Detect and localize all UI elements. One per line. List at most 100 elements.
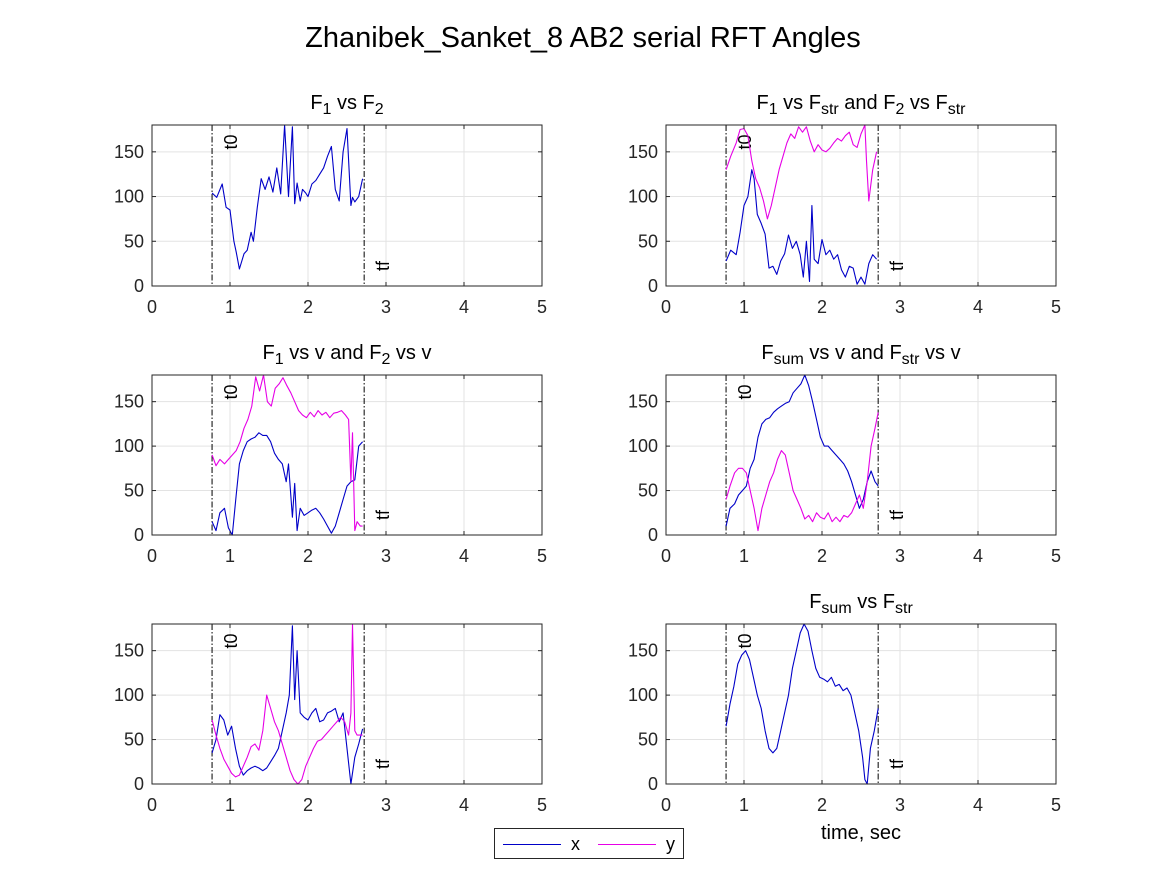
axes-box [151,124,543,287]
marker-label-t0: t0 [221,633,241,648]
x-tick-label: 3 [381,546,391,566]
x-tick-label: 1 [739,795,749,815]
y-tick-label: 150 [628,142,658,162]
x-tick-label: 4 [459,297,469,317]
subplot-title: F1 vs Fstr and F2 vs Fstr [757,92,967,118]
series-line-y [725,124,878,220]
marker-label-t0: t0 [221,384,241,399]
x-tick-label: 5 [1051,297,1061,317]
x-tick-label: 3 [895,795,905,815]
subplot-title: F1 vs F2 [310,92,383,118]
x-tick-label: 2 [303,297,313,317]
marker-label-t0: t0 [221,134,241,149]
axes-box [665,124,1057,287]
y-tick-label: 50 [124,481,144,501]
axes-box [665,623,1057,785]
y-tick-label: 100 [628,685,658,705]
x-tick-label: 4 [973,546,983,566]
x-tick-label: 3 [381,297,391,317]
legend-item-x: x [503,833,580,855]
y-tick-label: 150 [114,392,144,412]
series-line-x [211,124,364,270]
axes-box [665,374,1057,536]
y-tick-label: 100 [114,685,144,705]
y-tick-label: 0 [648,774,658,794]
x-axis-label: time, sec [821,822,901,844]
legend-label-y: y [666,833,675,854]
y-tick-label: 0 [648,525,658,545]
plot-area [152,125,542,286]
y-tick-label: 50 [124,231,144,251]
x-tick-label: 0 [147,297,157,317]
marker-label-tf: tf [887,758,907,769]
plot-area [666,375,1056,535]
x-tick-label: 4 [973,795,983,815]
series-line-y [211,623,363,785]
legend-swatch-y [598,843,656,845]
series-line-y [211,374,363,532]
y-tick-label: 150 [628,641,658,661]
x-tick-label: 1 [739,297,749,317]
x-tick-label: 1 [225,795,235,815]
x-tick-label: 5 [1051,546,1061,566]
x-tick-label: 0 [661,297,671,317]
marker-label-t0: t0 [735,633,755,648]
x-tick-label: 2 [817,546,827,566]
subplot-title: Fsum vs Fstr [809,591,913,617]
series-line-y [725,412,879,532]
subplot-title: F1 vs v and F2 vs v [263,342,432,368]
x-tick-label: 0 [147,546,157,566]
series-line-x [211,625,364,785]
marker-label-tf: tf [373,260,393,271]
y-tick-label: 0 [648,276,658,296]
series-line-x [725,374,879,527]
x-tick-label: 4 [459,795,469,815]
marker-label-t0: t0 [735,134,755,149]
x-tick-label: 2 [303,546,313,566]
legend-item-y: y [598,833,675,855]
y-tick-label: 50 [124,730,144,750]
x-tick-label: 5 [537,795,547,815]
y-tick-label: 150 [628,392,658,412]
marker-label-tf: tf [373,509,393,520]
legend: x y [494,828,684,859]
axes-box [151,623,543,785]
x-tick-label: 5 [1051,795,1061,815]
plot-area [152,624,542,784]
x-tick-label: 5 [537,546,547,566]
y-tick-label: 150 [114,641,144,661]
marker-label-tf: tf [887,509,907,520]
x-tick-label: 2 [303,795,313,815]
x-tick-label: 4 [459,546,469,566]
x-tick-label: 2 [817,795,827,815]
y-tick-label: 50 [638,730,658,750]
figure-title: Zhanibek_Sanket_8 AB2 serial RFT Angles [305,22,861,54]
subplot-title: Fsum vs v and Fstr vs v [761,342,960,368]
y-tick-label: 100 [114,187,144,207]
plot-area [152,375,542,535]
x-tick-label: 0 [661,546,671,566]
x-tick-label: 5 [537,297,547,317]
x-tick-label: 0 [147,795,157,815]
legend-label-x: x [571,833,580,854]
marker-label-tf: tf [373,758,393,769]
y-tick-label: 50 [638,481,658,501]
x-tick-label: 3 [895,297,905,317]
x-tick-label: 1 [225,546,235,566]
x-tick-label: 1 [225,297,235,317]
series-line-x [211,432,364,536]
y-tick-label: 100 [628,187,658,207]
x-tick-label: 0 [661,795,671,815]
x-tick-label: 3 [895,546,905,566]
marker-label-t0: t0 [735,384,755,399]
plot-area [666,125,1056,286]
y-tick-label: 0 [134,276,144,296]
y-tick-label: 0 [134,774,144,794]
